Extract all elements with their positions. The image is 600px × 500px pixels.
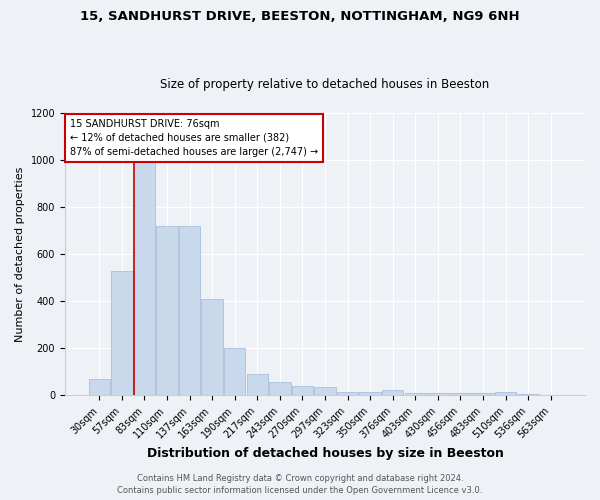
- Y-axis label: Number of detached properties: Number of detached properties: [15, 166, 25, 342]
- Bar: [314, 387, 335, 396]
- Bar: [202, 299, 223, 396]
- Text: 15, SANDHURST DRIVE, BEESTON, NOTTINGHAM, NG9 6NH: 15, SANDHURST DRIVE, BEESTON, NOTTINGHAM…: [80, 10, 520, 23]
- Bar: [269, 382, 290, 396]
- Text: 15 SANDHURST DRIVE: 76sqm
← 12% of detached houses are smaller (382)
87% of semi: 15 SANDHURST DRIVE: 76sqm ← 12% of detac…: [70, 118, 318, 156]
- Bar: [247, 374, 268, 396]
- Bar: [495, 392, 516, 396]
- Bar: [292, 386, 313, 396]
- Bar: [427, 393, 449, 396]
- Bar: [111, 270, 133, 396]
- Bar: [134, 160, 155, 396]
- Bar: [404, 393, 426, 396]
- Bar: [224, 348, 245, 396]
- Bar: [382, 390, 403, 396]
- Bar: [337, 392, 358, 396]
- Bar: [359, 392, 381, 396]
- Text: Contains HM Land Registry data © Crown copyright and database right 2024.
Contai: Contains HM Land Registry data © Crown c…: [118, 474, 482, 495]
- Bar: [517, 394, 539, 396]
- Bar: [89, 379, 110, 396]
- Bar: [472, 393, 494, 396]
- Bar: [449, 393, 471, 396]
- Title: Size of property relative to detached houses in Beeston: Size of property relative to detached ho…: [160, 78, 490, 91]
- X-axis label: Distribution of detached houses by size in Beeston: Distribution of detached houses by size …: [146, 447, 503, 460]
- Bar: [179, 226, 200, 396]
- Bar: [156, 226, 178, 396]
